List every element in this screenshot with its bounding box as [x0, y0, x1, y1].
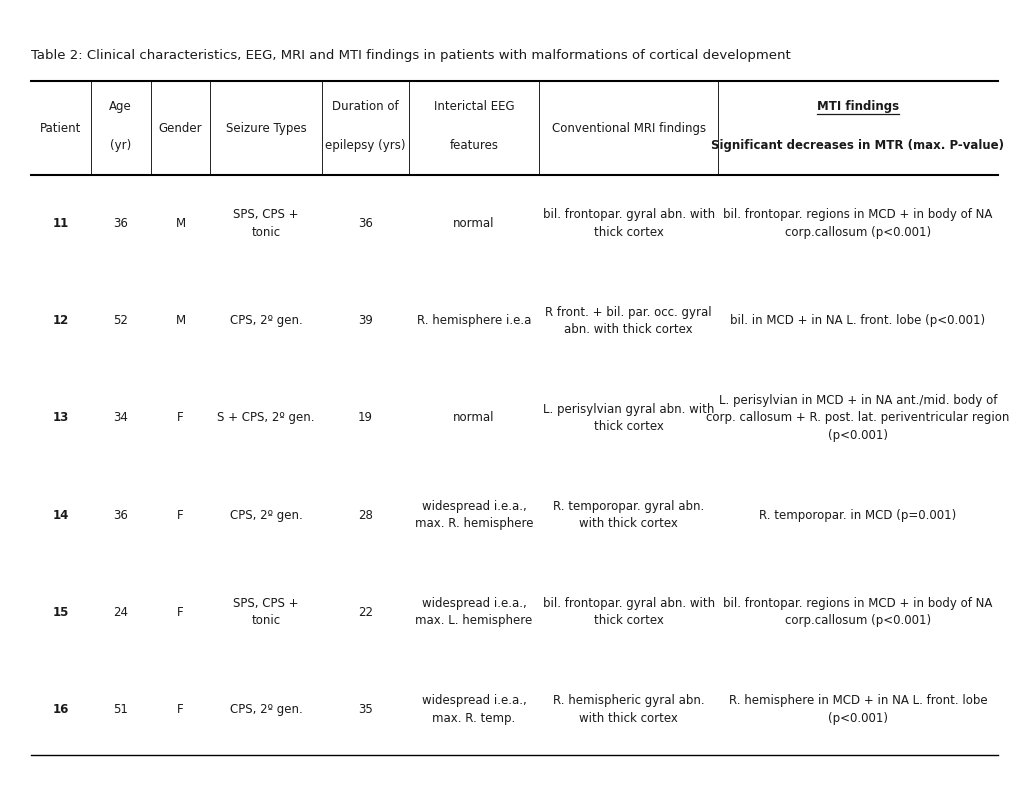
Text: F: F — [177, 508, 183, 522]
Text: max. R. temp.: max. R. temp. — [432, 712, 515, 725]
Text: thick cortex: thick cortex — [593, 420, 663, 433]
Text: CPS, 2º gen.: CPS, 2º gen. — [229, 703, 302, 716]
Text: thick cortex: thick cortex — [593, 615, 663, 627]
Text: F: F — [177, 411, 183, 425]
Text: tonic: tonic — [252, 615, 280, 627]
Text: max. L. hemisphere: max. L. hemisphere — [415, 615, 532, 627]
Text: R. hemispheric gyral abn.: R. hemispheric gyral abn. — [552, 694, 704, 708]
Text: 34: 34 — [113, 411, 127, 425]
Text: R. temporopar. gyral abn.: R. temporopar. gyral abn. — [552, 500, 703, 513]
Text: R. temporopar. in MCD (p=0.001): R. temporopar. in MCD (p=0.001) — [758, 508, 956, 522]
Text: R. hemisphere i.e.a: R. hemisphere i.e.a — [417, 314, 531, 327]
Text: M: M — [175, 217, 185, 230]
Text: 28: 28 — [358, 508, 372, 522]
Text: 22: 22 — [358, 606, 372, 619]
Text: MTI findings: MTI findings — [816, 100, 898, 113]
Text: with thick cortex: with thick cortex — [579, 712, 678, 725]
Text: Patient: Patient — [40, 121, 82, 135]
Text: 35: 35 — [358, 703, 372, 716]
Text: 11: 11 — [52, 217, 68, 230]
Text: L. perisylvian gyral abn. with: L. perisylvian gyral abn. with — [542, 403, 713, 416]
Text: L. perisylvian in MCD + in NA ant./mid. body of: L. perisylvian in MCD + in NA ant./mid. … — [718, 394, 996, 407]
Text: 52: 52 — [113, 314, 127, 327]
Text: (yr): (yr) — [110, 139, 131, 152]
Text: S + CPS, 2º gen.: S + CPS, 2º gen. — [217, 411, 315, 425]
Text: (p<0.001): (p<0.001) — [827, 712, 887, 725]
Text: widespread i.e.a.,: widespread i.e.a., — [421, 597, 526, 610]
Text: bil. in MCD + in NA L. front. lobe (p<0.001): bil. in MCD + in NA L. front. lobe (p<0.… — [730, 314, 984, 327]
Text: epilepsy (yrs): epilepsy (yrs) — [325, 139, 405, 152]
Text: features: features — [449, 139, 498, 152]
Text: max. R. hemisphere: max. R. hemisphere — [415, 517, 533, 530]
Text: 51: 51 — [113, 703, 127, 716]
Text: Table 2: Clinical characteristics, EEG, MRI and MTI findings in patients with ma: Table 2: Clinical characteristics, EEG, … — [31, 49, 790, 61]
Text: SPS, CPS +: SPS, CPS + — [233, 208, 299, 221]
Text: Conventional MRI findings: Conventional MRI findings — [551, 121, 705, 135]
Text: corp.callosum (p<0.001): corp.callosum (p<0.001) — [784, 225, 930, 239]
Text: CPS, 2º gen.: CPS, 2º gen. — [229, 314, 302, 327]
Text: corp.callosum (p<0.001): corp.callosum (p<0.001) — [784, 615, 930, 627]
Text: tonic: tonic — [252, 225, 280, 239]
Text: R. hemisphere in MCD + in NA L. front. lobe: R. hemisphere in MCD + in NA L. front. l… — [728, 694, 986, 708]
Text: abn. with thick cortex: abn. with thick cortex — [564, 323, 692, 336]
Text: Seizure Types: Seizure Types — [225, 121, 306, 135]
Text: Interictal EEG: Interictal EEG — [433, 100, 514, 113]
Text: Significant decreases in MTR (max.: Significant decreases in MTR (max. — [738, 139, 976, 152]
Text: 12: 12 — [52, 314, 68, 327]
Text: 13: 13 — [52, 411, 68, 425]
Text: 36: 36 — [113, 508, 127, 522]
Text: 36: 36 — [358, 217, 372, 230]
Text: M: M — [175, 314, 185, 327]
Text: 15: 15 — [52, 606, 68, 619]
Text: SPS, CPS +: SPS, CPS + — [233, 597, 299, 610]
Text: F: F — [177, 606, 183, 619]
Text: normal: normal — [452, 217, 494, 230]
Text: bil. frontopar. gyral abn. with: bil. frontopar. gyral abn. with — [542, 208, 714, 221]
Text: corp. callosum + R. post. lat. periventricular region: corp. callosum + R. post. lat. periventr… — [705, 411, 1009, 425]
Text: 14: 14 — [52, 508, 68, 522]
Text: bil. frontopar. regions in MCD + in body of NA: bil. frontopar. regions in MCD + in body… — [722, 597, 991, 610]
Text: bil. frontopar. regions in MCD + in body of NA: bil. frontopar. regions in MCD + in body… — [722, 208, 991, 221]
Text: Significant decreases in MTR (max. P-value): Significant decreases in MTR (max. P-val… — [710, 139, 1004, 152]
Text: 39: 39 — [358, 314, 372, 327]
Text: R front. + bil. par. occ. gyral: R front. + bil. par. occ. gyral — [545, 306, 711, 318]
Text: Age: Age — [109, 100, 131, 113]
Text: widespread i.e.a.,: widespread i.e.a., — [421, 500, 526, 513]
Text: thick cortex: thick cortex — [593, 225, 663, 239]
Text: Significant decreases in MTR (max. P-value): Significant decreases in MTR (max. P-val… — [710, 139, 1004, 152]
Text: 16: 16 — [52, 703, 68, 716]
Text: 19: 19 — [358, 411, 372, 425]
Text: F: F — [177, 703, 183, 716]
Text: normal: normal — [452, 411, 494, 425]
Text: Gender: Gender — [159, 121, 202, 135]
Text: bil. frontopar. gyral abn. with: bil. frontopar. gyral abn. with — [542, 597, 714, 610]
Text: (p<0.001): (p<0.001) — [827, 429, 887, 442]
Text: Duration of: Duration of — [331, 100, 398, 113]
Text: with thick cortex: with thick cortex — [579, 517, 678, 530]
Text: widespread i.e.a.,: widespread i.e.a., — [421, 694, 526, 708]
Text: 36: 36 — [113, 217, 127, 230]
Text: CPS, 2º gen.: CPS, 2º gen. — [229, 508, 302, 522]
Text: 24: 24 — [113, 606, 128, 619]
